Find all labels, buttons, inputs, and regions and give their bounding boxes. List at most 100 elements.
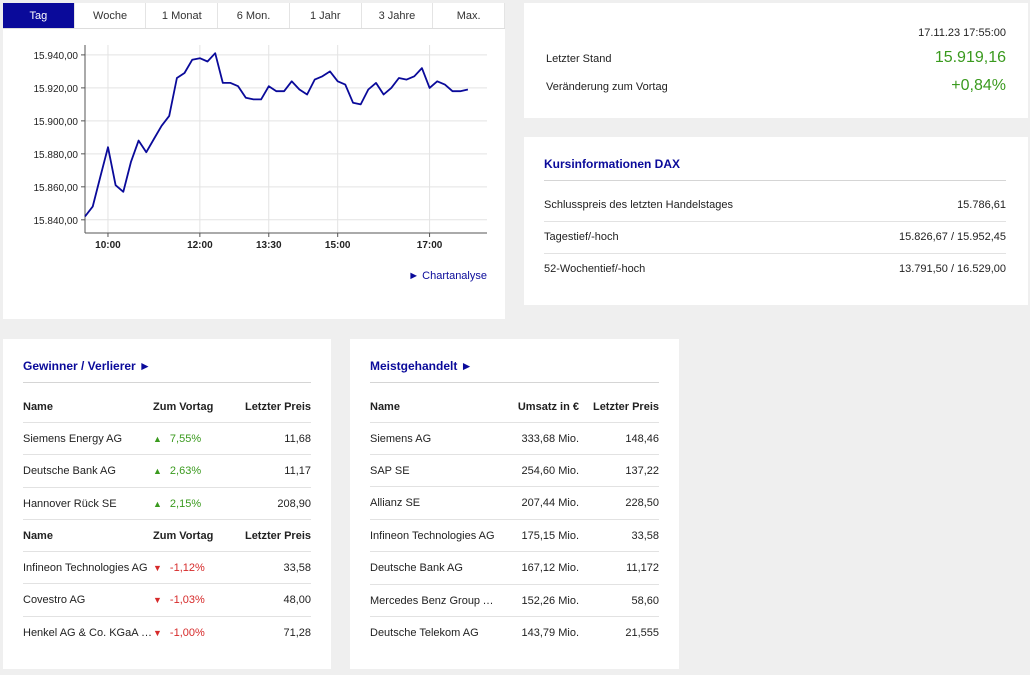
change-cell: ▲ 7,55% <box>153 433 227 445</box>
stock-name[interactable]: Deutsche Bank AG <box>23 465 116 477</box>
info-row: Tagestief/-hoch 15.826,67 / 15.952,45 <box>544 231 1006 243</box>
col-price: Letzter Preis <box>244 400 311 413</box>
triangle-up-icon: ▲ <box>153 433 162 444</box>
turnover-cell: 167,12 Mio. <box>521 562 579 575</box>
divider <box>23 382 311 383</box>
stock-name[interactable]: Infineon Technologies AG <box>23 561 148 574</box>
col-second: Zum Vortag <box>153 529 214 542</box>
winners-losers-card: Gewinner / Verlierer ► Name Zum Vortag Let… <box>3 339 331 669</box>
stock-name[interactable]: Siemens AG <box>370 432 432 445</box>
triangle-down-icon: ▼ <box>153 562 162 573</box>
stock-name[interactable]: Henkel AG & Co. KGaA Vz <box>23 627 153 639</box>
info-label: Tagestief/-hoch <box>544 231 619 243</box>
most-traded-title[interactable]: Meistgehandelt ► <box>370 359 473 373</box>
col-price: Letzter Preis <box>244 529 311 542</box>
y-tick-label: 15.940,00 <box>34 51 79 62</box>
price-cell: 228,50 <box>625 497 659 510</box>
stock-name[interactable]: Covestro AG <box>23 594 86 606</box>
stock-name[interactable]: Deutsche Bank AG <box>370 562 463 575</box>
table-row[interactable]: Covestro AG ▼ -1,03% 48,00 <box>23 585 311 617</box>
last-price-value: 15.919,16 <box>934 49 1006 66</box>
price-cell: 11,68 <box>284 432 311 445</box>
tab-6-mon[interactable]: 6 Mon. <box>218 3 290 28</box>
x-tick-label: 15:00 <box>325 240 351 251</box>
divider <box>544 180 1006 181</box>
change-value: 2,15% <box>169 497 202 510</box>
stock-name[interactable]: Siemens Energy AG <box>23 432 123 445</box>
divider <box>544 253 1006 254</box>
table-row[interactable]: Mercedes Benz Group AG ... 152,26 Mio. 58,… <box>370 585 659 617</box>
price-cell: 33,58 <box>283 561 311 574</box>
tab-1-monat[interactable]: 1 Monat <box>146 3 219 28</box>
stock-name[interactable]: Hannover Rück SE <box>23 497 117 510</box>
series-line <box>84 52 469 218</box>
winners-losers-title[interactable]: Gewinner / Verlierer ► <box>23 359 151 373</box>
price-cell: 137,22 <box>625 464 659 477</box>
price-cell: 48,00 <box>283 594 311 606</box>
price-cell: 208,90 <box>277 497 311 510</box>
price-cell: 148,46 <box>625 432 659 445</box>
change-value: 7,55% <box>169 432 202 445</box>
info-label: Schlusspreis des letzten Handelstages <box>544 199 733 211</box>
table-row[interactable]: Henkel AG & Co. KGaA Vz ▼ -1,00% 71,28 <box>23 617 311 649</box>
stock-name[interactable]: Deutsche Telekom AG <box>370 627 479 640</box>
tab-3-jahre[interactable]: 3 Jahre <box>361 3 434 28</box>
y-tick-label: 15.920,00 <box>34 84 79 95</box>
change-value: -1,03% <box>169 594 205 606</box>
quote-timestamp: 17.11.23 17:55:00 <box>918 27 1006 39</box>
col-name: Name <box>23 400 53 413</box>
divider <box>544 221 1006 222</box>
turnover-cell: 152,26 Mio. <box>521 594 579 607</box>
chartanalyse-link[interactable]: ► Chartanalyse <box>408 270 487 282</box>
stock-name[interactable]: Infineon Technologies AG <box>370 529 495 542</box>
price-cell: 11,17 <box>284 465 311 477</box>
stock-name[interactable]: SAP SE <box>370 464 410 477</box>
chart-card: 15.840,00 15.860,00 15.880,00 15.900,00 15.9… <box>3 3 505 319</box>
triangle-down-icon: ▼ <box>153 628 162 638</box>
info-value: 13.791,50 / 16.529,00 <box>898 263 1006 275</box>
info-label: 52-Wochentief/-hoch <box>544 263 646 275</box>
table-row[interactable]: Deutsche Bank AG ▲ 2,63% 11,17 <box>23 456 311 488</box>
turnover-cell: 333,68 Mio. <box>521 432 579 445</box>
table-header: Name Umsatz in € Letzter Preis <box>370 391 659 423</box>
turnover-cell: 175,15 Mio. <box>521 529 579 542</box>
info-row: 52-Wochentief/-hoch 13.791,50 / 16.529,00 <box>544 263 1006 275</box>
table-row[interactable]: Hannover Rück SE ▲ 2,15% 208,90 <box>23 488 311 520</box>
tab-tag[interactable]: Tag <box>3 3 75 28</box>
triangle-up-icon: ▲ <box>153 466 162 476</box>
info-row: Schlusspreis des letzten Handelstages 15.… <box>544 199 1006 211</box>
table-row[interactable]: Infineon Technologies AG ▼ -1,12% 33,58 <box>23 552 311 584</box>
col-turnover: Umsatz in € <box>517 400 579 413</box>
change-cell: ▲ 2,63% <box>153 465 227 477</box>
change-value: -1,00% <box>169 627 205 639</box>
quote-card: 17.11.23 17:55:00 Letzter Stand 15.919,1… <box>524 3 1028 118</box>
price-info-card: Kursinformationen DAX Schlusspreis des l… <box>524 137 1028 305</box>
tab-1-jahr[interactable]: 1 Jahr <box>289 3 362 28</box>
table-header: Name Zum Vortag Letzter Preis <box>23 391 311 423</box>
change-cell: ▼ -1,12% <box>153 562 227 574</box>
change-value: 2,63% <box>169 465 202 477</box>
table-row[interactable]: Siemens AG 333,68 Mio. 148,46 <box>370 423 659 455</box>
x-tick-label: 13:30 <box>256 240 282 251</box>
col-second: Zum Vortag <box>153 400 214 413</box>
table-row[interactable]: Allianz SE 207,44 Mio. 228,50 <box>370 488 659 520</box>
change-label: Veränderung zum Vortag <box>546 81 668 93</box>
x-tick-label: 12:00 <box>187 240 213 251</box>
tab-max[interactable]: Max. <box>433 3 506 28</box>
y-tick-label: 15.880,00 <box>34 150 79 161</box>
col-name: Name <box>370 400 400 413</box>
turnover-cell: 207,44 Mio. <box>521 497 579 510</box>
table-row[interactable]: Siemens Energy AG ▲ 7,55% 11,68 <box>23 423 311 455</box>
change-cell: ▲ 2,15% <box>153 498 227 510</box>
table-row[interactable]: SAP SE 254,60 Mio. 137,22 <box>370 455 659 488</box>
turnover-cell: 254,60 Mio. <box>521 464 579 477</box>
stock-name[interactable]: Allianz SE <box>370 497 421 510</box>
info-value: 15.826,67 / 15.952,45 <box>898 231 1006 243</box>
y-tick-label: 15.860,00 <box>34 183 79 194</box>
stock-name[interactable]: Mercedes Benz Group AG ... <box>370 594 497 607</box>
table-row[interactable]: Deutsche Telekom AG 143,79 Mio. 21,555 <box>370 617 659 649</box>
table-row[interactable]: Infineon Technologies AG 175,15 Mio. 33,58 <box>370 520 659 553</box>
change-value: +0,84% <box>951 77 1006 94</box>
tab-woche[interactable]: Woche <box>74 3 147 28</box>
table-row[interactable]: Deutsche Bank AG 167,12 Mio. 11,172 <box>370 553 659 585</box>
